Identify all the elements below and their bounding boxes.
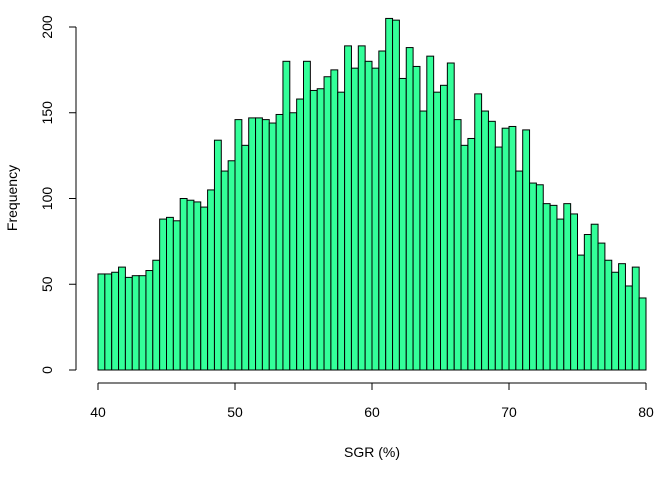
- histogram-bar: [234, 119, 243, 371]
- y-tick-label: 0: [39, 366, 55, 374]
- histogram-bar: [111, 271, 120, 371]
- histogram-bar: [97, 273, 106, 371]
- histogram-bar: [357, 45, 366, 371]
- histogram-bar: [371, 67, 380, 371]
- bars-group: [97, 17, 647, 371]
- histogram-bar: [604, 259, 613, 371]
- y-axis-title: Frequency: [4, 165, 20, 231]
- x-tick-label: 40: [90, 404, 106, 420]
- histogram-bar: [638, 297, 647, 371]
- histogram-bar: [337, 91, 346, 371]
- histogram-bar: [529, 182, 537, 371]
- histogram-bar: [556, 218, 565, 371]
- histogram-bar: [330, 69, 339, 371]
- histogram-bar: [433, 91, 441, 371]
- histogram-bar: [118, 266, 126, 371]
- histogram-bar: [261, 119, 270, 371]
- histogram-bar: [618, 263, 626, 371]
- histogram-bar: [303, 60, 311, 371]
- histogram-bar: [508, 125, 517, 371]
- histogram-bar: [248, 117, 257, 371]
- histogram-bar: [207, 189, 215, 371]
- histogram-bar: [166, 216, 174, 371]
- histogram-bar: [624, 285, 633, 371]
- histogram-bar: [350, 67, 359, 371]
- histogram-bar: [364, 60, 373, 371]
- histogram-bar: [577, 254, 585, 371]
- histogram-bar: [131, 275, 140, 371]
- histogram-bar: [186, 199, 195, 371]
- histogram-bar: [419, 110, 428, 371]
- histogram-bar: [440, 84, 448, 371]
- histogram-bar: [268, 122, 277, 371]
- histogram-bar: [282, 60, 291, 371]
- histogram-bar: [227, 160, 236, 371]
- histogram-bar: [152, 259, 161, 371]
- histogram-bar: [200, 206, 209, 371]
- y-tick-label: 150: [39, 101, 55, 125]
- histogram-bar: [549, 204, 558, 371]
- histogram-bar: [522, 129, 531, 371]
- histogram-bar: [405, 47, 414, 371]
- histogram-bar: [385, 17, 394, 371]
- histogram-bar: [501, 127, 510, 371]
- histogram-bar: [446, 62, 455, 371]
- histogram-bar: [296, 98, 304, 371]
- histogram-bar: [241, 144, 250, 371]
- histogram-bar: [193, 201, 202, 371]
- histogram-bar: [213, 139, 222, 371]
- histogram-bar: [316, 88, 325, 371]
- y-tick-label: 100: [39, 187, 55, 211]
- y-tick-label: 200: [39, 15, 55, 39]
- histogram-bar: [583, 234, 592, 371]
- histogram-bar: [124, 276, 133, 371]
- x-tick-label: 70: [501, 404, 517, 420]
- histogram-bar: [467, 137, 476, 371]
- histogram-bar: [481, 110, 489, 371]
- histogram-bar: [494, 146, 503, 371]
- histogram-bar: [378, 50, 387, 371]
- histogram-bar: [631, 266, 640, 371]
- y-axis: 0 50 100 150 200: [39, 15, 77, 374]
- histogram-bar: [542, 203, 551, 371]
- x-axis: 40 50 60 70 80: [90, 382, 654, 420]
- histogram-bar: [515, 170, 524, 371]
- histogram-bar: [611, 271, 620, 371]
- x-tick-label: 80: [638, 404, 654, 420]
- x-tick-label: 50: [227, 404, 243, 420]
- histogram-bar: [590, 223, 599, 371]
- histogram-bar: [426, 55, 435, 371]
- y-tick-label: 50: [39, 276, 55, 292]
- histogram-bar: [159, 218, 167, 371]
- histogram-bar: [487, 120, 496, 371]
- histogram-bar: [570, 213, 579, 371]
- histogram-bar: [597, 242, 606, 371]
- histogram-bar: [563, 203, 572, 371]
- histogram-bar: [255, 117, 263, 371]
- histogram-bar: [220, 170, 229, 371]
- x-tick-label: 60: [364, 404, 380, 420]
- histogram-bar: [474, 93, 483, 371]
- histogram-bar: [309, 89, 318, 371]
- histogram-bar: [138, 275, 147, 371]
- histogram-bar: [398, 77, 407, 371]
- histogram-bar: [323, 76, 332, 371]
- histogram-bar: [275, 113, 284, 371]
- histogram-bar: [104, 273, 113, 371]
- histogram-bar: [179, 198, 188, 371]
- histogram-bar: [344, 45, 352, 371]
- histogram-bar: [145, 270, 154, 371]
- x-axis-title: SGR (%): [344, 444, 400, 460]
- histogram-bar: [392, 19, 400, 371]
- histogram-bar: [453, 119, 462, 371]
- histogram-bar: [289, 112, 298, 371]
- histogram-bar: [535, 184, 544, 371]
- histogram-bar: [460, 144, 469, 371]
- histogram-bar: [412, 65, 421, 371]
- histogram-bar: [172, 220, 181, 371]
